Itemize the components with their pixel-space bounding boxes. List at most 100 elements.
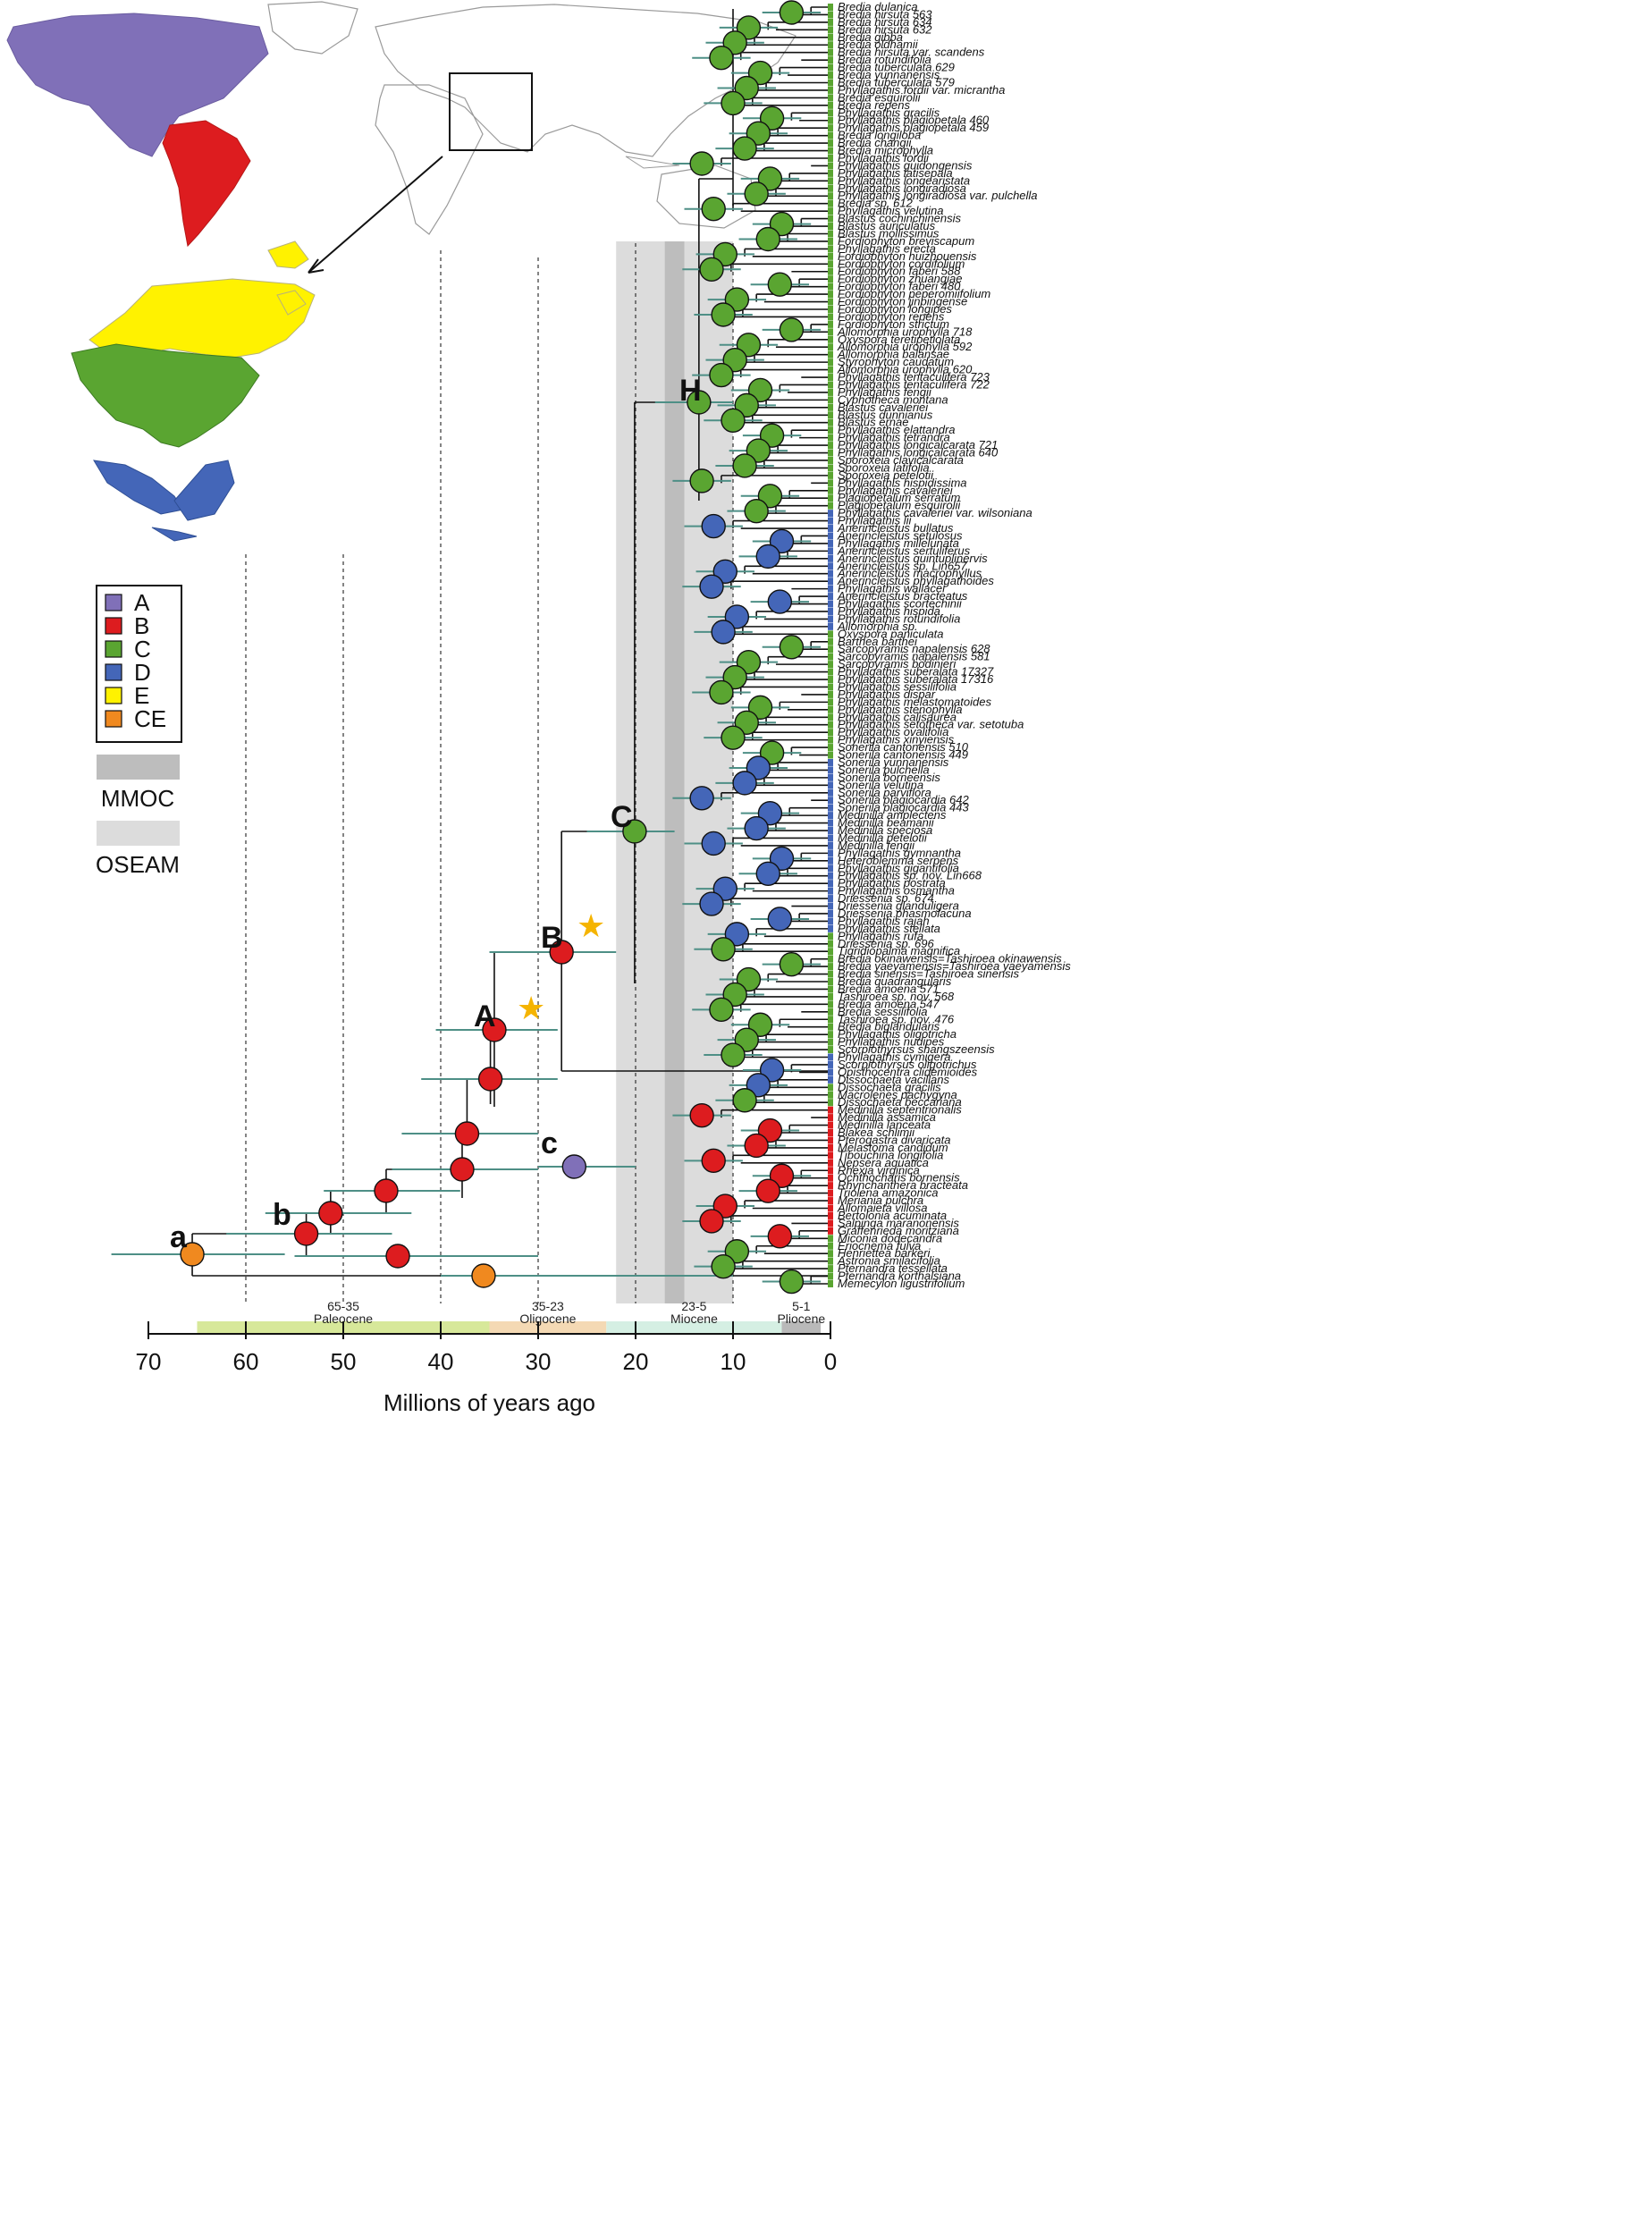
tip-region: [828, 713, 833, 721]
tip-region: [828, 562, 833, 570]
axis-tick-label: 20: [623, 1348, 649, 1375]
taxon-label: Driessenia phasmolacuna: [838, 907, 972, 920]
node-pie: [374, 1178, 399, 1203]
epoch-range: 35-23: [532, 1299, 564, 1313]
taxon-label: Phyllagathis cavaleriei var. wilsoniana: [838, 506, 1032, 519]
tip-region: [828, 789, 833, 797]
taxon-label: Phyllagathis suberalata 17316: [838, 672, 994, 686]
tip-region: [828, 434, 833, 442]
tip-region: [828, 275, 833, 283]
tip-region: [828, 374, 833, 382]
taxon-label: Dissochaeta vacillans: [838, 1073, 950, 1086]
taxon-label: Allomorphia balansae: [837, 348, 949, 361]
taxon-label: Bredia gibba: [838, 30, 903, 44]
tip-region: [828, 358, 833, 367]
node-pie: [744, 498, 769, 524]
epoch-bar-miocene: [606, 1321, 782, 1334]
taxon-label: Medinilla assamica: [838, 1110, 936, 1124]
tip-region: [828, 841, 833, 849]
legend-label-b: B: [134, 612, 149, 639]
tip-region: [828, 517, 833, 525]
node-pie: [779, 317, 805, 342]
tip-region: [828, 411, 833, 419]
node-pie: [755, 544, 780, 569]
node-pie: [450, 1157, 475, 1182]
legend-label-ce: CE: [134, 705, 166, 732]
tip-region: [828, 1091, 833, 1099]
taxon-label: Bredia esquirolii: [838, 90, 922, 104]
tip-region: [828, 1136, 833, 1144]
tip-region: [828, 366, 833, 374]
tip-region: [828, 449, 833, 457]
tip-region: [828, 827, 833, 835]
taxon-label: Phyllagathis longiradiosa var. pulchella: [838, 189, 1038, 202]
tip-region: [828, 464, 833, 472]
tip-region: [828, 607, 833, 615]
tip-region: [828, 177, 833, 185]
tip-region: [828, 1023, 833, 1031]
node-pie: [721, 725, 746, 750]
node-pie: [779, 951, 805, 977]
taxon-label: Bredia longiloba: [838, 129, 921, 142]
tip-region: [828, 124, 833, 132]
node-pie: [755, 1178, 780, 1203]
taxon-label: Phyllagathis wallacei: [838, 582, 946, 595]
taxon-label: Salpinga maranonensis: [838, 1216, 959, 1229]
taxon-label: Phyllagathis hispidissima: [838, 476, 967, 489]
node-pie: [732, 453, 757, 478]
taxon-label: Phyllagathis stellata: [838, 922, 940, 935]
tip-region: [828, 109, 833, 117]
epoch-name: Pliocene: [777, 1311, 825, 1326]
east-asia-map: [71, 240, 316, 542]
taxon-label: Nepsera aquatica: [838, 1156, 929, 1169]
node-pie: [711, 302, 736, 327]
taxon-label: Pternandra tessellata: [838, 1261, 948, 1275]
taxon-label: Bertolonia acuminata: [838, 1209, 947, 1222]
tip-region: [828, 1242, 833, 1250]
node-label-A: A: [474, 999, 496, 1033]
tip-region: [828, 819, 833, 827]
tip-region: [828, 162, 833, 170]
taxon-label: Phyllagathis dispar: [838, 687, 936, 701]
taxon-label: Fordiophyton jinpingense: [838, 295, 967, 308]
tip-region: [828, 940, 833, 948]
node-pie: [549, 940, 574, 965]
tip-region: [828, 26, 833, 34]
tip-region: [828, 283, 833, 291]
tip-region: [828, 797, 833, 805]
taxon-label: Graffenrieda moritziana: [838, 1224, 959, 1237]
taxon-label: Sporoxeia clavicalcarata: [838, 453, 964, 467]
tip-region: [828, 41, 833, 49]
node-pie: [767, 589, 793, 614]
node-pie: [687, 390, 712, 415]
node-pie: [709, 45, 734, 71]
taxon-label: Blastus auriculatus: [838, 219, 936, 232]
tip-region: [828, 1272, 833, 1280]
taxon-label: Sonerila pulchella: [838, 763, 930, 776]
tip-region: [828, 72, 833, 80]
taxon-label: Allomaieta villosa: [837, 1202, 927, 1215]
tip-region: [828, 442, 833, 450]
tip-region: [828, 396, 833, 404]
shade-legend: MMOC OSEAM: [96, 755, 180, 878]
tip-region: [828, 1167, 833, 1175]
tip-region: [828, 1280, 833, 1287]
taxon-label: Bredia amoena 571: [838, 982, 939, 995]
taxon-label: Fordiophyton breviscapum: [838, 234, 974, 248]
tip-region: [828, 48, 833, 56]
node-label-a: a: [170, 1220, 188, 1254]
tip-region: [828, 637, 833, 645]
node-pie: [779, 0, 805, 25]
taxon-label: Pternandra korthalsiana: [838, 1269, 961, 1283]
node-pie: [180, 1242, 205, 1267]
taxon-label: Sonerila borneensis: [838, 771, 940, 784]
taxon-label: Phyllagathis latisepala: [838, 166, 953, 180]
taxon-label: Phyllagathis longicalcarata 721: [838, 438, 998, 451]
node-pie: [767, 272, 793, 297]
taxon-label: Phyllagathis calisaurea: [838, 710, 957, 723]
node-pie: [701, 196, 726, 222]
axis-tick-label: 70: [136, 1348, 162, 1375]
taxon-label: Driessenia sp. 674: [838, 891, 934, 905]
node-pie: [721, 408, 746, 433]
